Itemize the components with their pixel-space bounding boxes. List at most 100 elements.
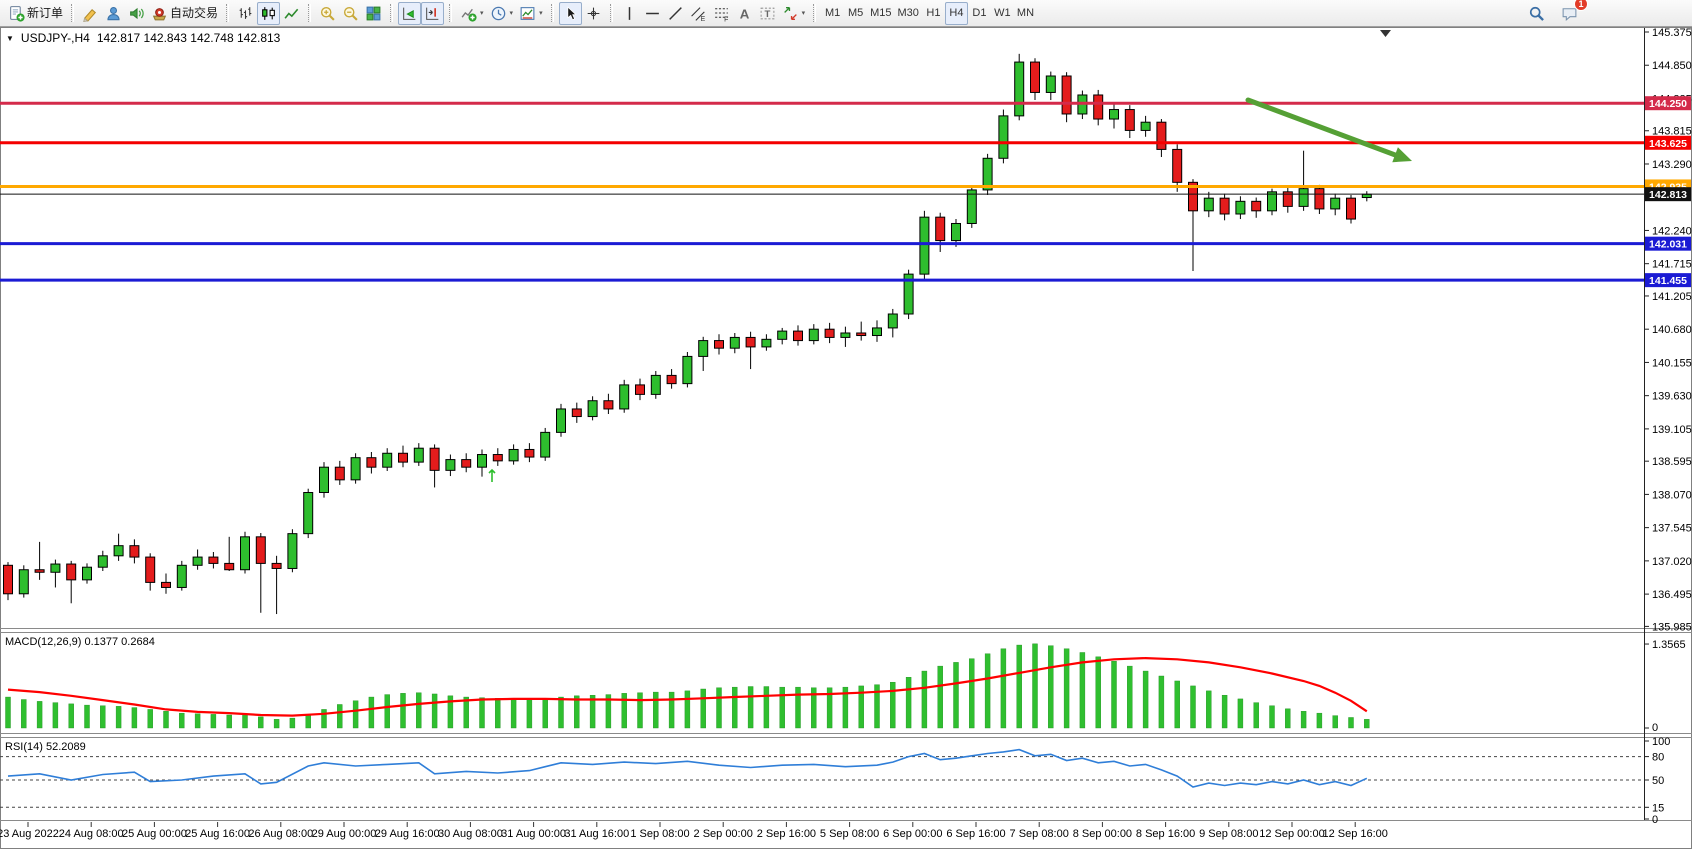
timeframe-h1-button[interactable]: H1 [922,2,945,25]
one-click-expand-icon[interactable]: ▼ [6,33,14,43]
line-chart-button[interactable] [280,2,303,25]
macd-histogram-bar [510,698,517,729]
zoom-in-button[interactable] [316,2,339,25]
timeframe-w1-button[interactable]: W1 [991,2,1014,25]
candle [319,466,329,494]
axis-label: 7 Sep 08:00 [1010,828,1069,840]
axis-label: 141.205 [1652,291,1692,303]
timeframe-m5-button[interactable]: M5 [844,2,867,25]
candle [224,562,235,571]
macd-histogram-bar [179,712,185,729]
trend-arrow-head[interactable] [1392,147,1412,163]
macd-histogram-bar [68,703,74,729]
candlestick-chart-button[interactable] [257,1,281,25]
macd-histogram-bar [1237,698,1244,729]
templates-button[interactable]: ▾ [516,2,546,25]
bar-chart-button[interactable] [234,2,257,25]
candlestick-chart-icon [260,5,277,22]
macd-histogram-bar [384,694,390,729]
candle [161,581,171,588]
indicators-button[interactable]: ▾ [457,2,487,25]
axis-label: 8 Sep 00:00 [1073,828,1132,840]
autotrading-button[interactable]: 自动交易 [148,2,221,25]
axis-label: 9 Sep 08:00 [1199,828,1258,840]
axis-label: 6 Sep 00:00 [883,828,942,840]
arrow-objects-button[interactable]: ▾ [779,2,809,25]
macd-histogram-bar [542,698,548,729]
timeframe-mn-button[interactable]: MN [1014,2,1037,25]
candle [508,448,519,462]
macd-histogram-bar [52,702,59,729]
axis-label: 2 Sep 00:00 [694,828,753,840]
equidistant-channel-button[interactable]: E [687,2,710,25]
trend-arrow[interactable] [1245,97,1401,159]
new-order-button[interactable]: 新订单 [5,2,66,25]
periods-button[interactable]: ▾ [487,2,517,25]
axis-label: 142.813 [1649,189,1687,201]
candle [1093,94,1104,120]
macd-histogram-bar [1316,712,1323,729]
axis-label: 0 [1652,814,1658,826]
candle [635,384,645,395]
fibonacci-button[interactable]: F [710,2,733,25]
toolbar-separator [449,4,453,22]
candle [587,400,598,418]
trendline-button[interactable] [664,2,687,25]
text-label-button[interactable]: T [756,2,779,25]
chart-shift-button[interactable] [421,1,445,25]
community-button[interactable] [102,2,125,25]
candle [1267,191,1277,212]
timeframe-d1-button[interactable]: D1 [968,2,991,25]
candle [255,536,266,564]
horizontal-line-button[interactable] [641,2,664,25]
axis-label: 5 Sep 08:00 [820,828,879,840]
arrow-up-marker[interactable] [488,468,496,482]
timeframe-h4-button[interactable]: H4 [944,1,968,25]
zoom-out-button[interactable] [339,2,362,25]
macd-histogram-bar [479,697,485,729]
candle [34,569,45,573]
tile-windows-icon [365,5,382,22]
vertical-line-button[interactable] [618,2,641,25]
svg-text:E: E [700,15,705,21]
timeframe-m1-button[interactable]: M1 [821,2,844,25]
candle [1156,121,1167,150]
zoom-in-icon [319,5,336,22]
new-order-icon [8,5,25,22]
axis-label: 140.155 [1652,357,1692,369]
cursor-button[interactable] [558,1,582,25]
toolbar-separator [71,4,75,22]
chart-shift-marker[interactable] [1380,30,1391,37]
toolbar: 新订单 自动交易 ▾ ▾ ▾ E F A T ▾ M1 M5 M15 M30 H1 H4 D1 W1 MN 1 [0,0,1692,27]
price-level-label [1645,236,1691,251]
candle [445,459,456,471]
macd-histogram-bar [668,691,675,729]
axis-label: 50 [1652,775,1664,787]
axis-label: 141.455 [1649,275,1687,287]
macd-histogram-bar [147,709,153,729]
macd-histogram-bar [700,688,706,729]
axis-label: 29 Aug 00:00 [312,828,377,840]
candle [556,408,566,433]
candle [1298,188,1309,207]
styler-button[interactable] [79,2,102,25]
macd-histogram-bar [1032,643,1038,729]
candle [413,447,424,463]
timeframe-m15-button[interactable]: M15 [867,2,894,25]
macd-histogram-bar [937,665,943,729]
axis-label: 0 [1652,722,1658,734]
auto-scroll-button[interactable] [398,1,422,25]
crosshair-button[interactable] [582,2,605,25]
search-button[interactable] [1525,2,1548,25]
text-button[interactable]: A [733,2,756,25]
macd-histogram-bar [1142,670,1149,729]
axis-label: 138.070 [1652,489,1692,501]
tile-windows-button[interactable] [362,2,385,25]
signals-button[interactable] [125,2,148,25]
macd-histogram-bar [84,704,90,729]
notification-badge[interactable]: 1 [1574,0,1588,11]
axis-label: 143.815 [1652,126,1692,138]
candle [1045,75,1056,93]
timeframe-m30-button[interactable]: M30 [895,2,922,25]
